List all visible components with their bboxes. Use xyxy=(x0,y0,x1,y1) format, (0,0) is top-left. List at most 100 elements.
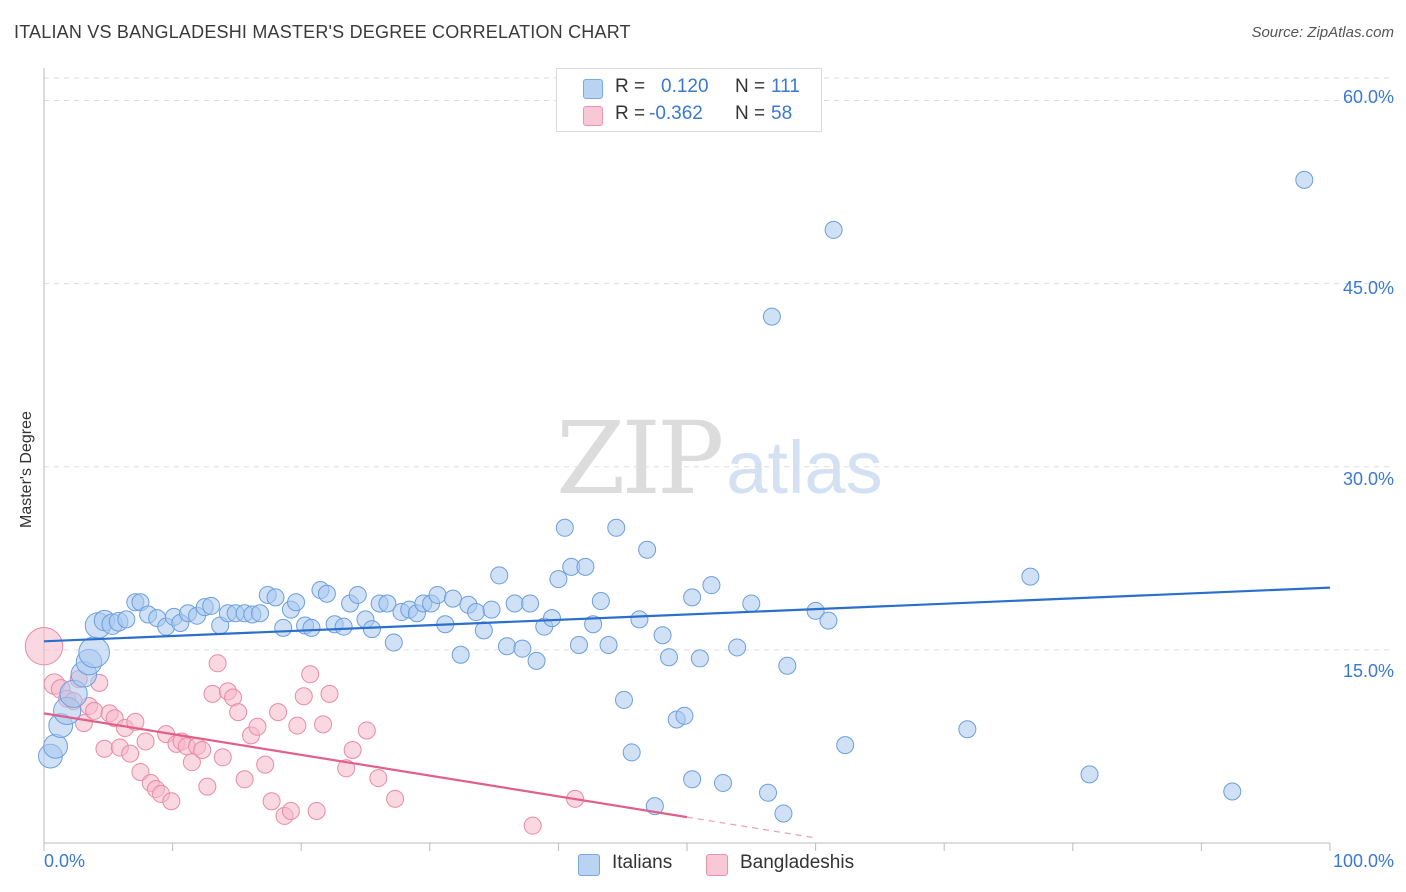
bangladeshis-point xyxy=(386,789,405,808)
italians-point xyxy=(714,773,733,792)
italians-point xyxy=(824,220,843,239)
italians-point xyxy=(117,610,136,629)
bangladeshis-point xyxy=(269,703,288,722)
bangladeshis-point xyxy=(343,740,362,759)
legend-n-value: 111 xyxy=(771,76,800,97)
legend-swatch-bangladeshis xyxy=(583,106,603,126)
italians-point xyxy=(728,638,747,657)
bottom-legend-label-italians: Italians xyxy=(612,852,673,873)
italians-point xyxy=(443,589,462,608)
bangladeshis-point xyxy=(294,687,313,706)
bangladeshis-point xyxy=(162,792,181,811)
italians-point xyxy=(497,637,516,656)
italians-point xyxy=(806,601,825,620)
italians-point xyxy=(202,596,221,615)
y-tick-label-30: 30.0% xyxy=(1342,469,1394,489)
bangladeshis-point xyxy=(337,759,356,778)
bangladeshis-point xyxy=(235,770,254,789)
italians-point xyxy=(287,593,306,612)
italians-point xyxy=(334,617,353,636)
italians-point xyxy=(638,540,657,559)
bangladeshis-point xyxy=(229,703,248,722)
legend-row-bangladeshis: R = -0.362 N = 58 xyxy=(557,101,821,127)
italians-point xyxy=(584,615,603,634)
bottom-legend-swatch-italians xyxy=(578,854,600,876)
italians-point xyxy=(274,618,293,637)
bangladeshis-point xyxy=(193,740,212,759)
italians-point xyxy=(759,783,778,802)
italians-point xyxy=(428,585,447,604)
italians-point xyxy=(549,570,568,589)
italians-point xyxy=(607,518,626,537)
y-tick-label-45: 45.0% xyxy=(1342,278,1394,298)
legend-n-label: N = xyxy=(735,76,766,97)
italians-point xyxy=(266,588,285,607)
italians-point xyxy=(490,566,509,585)
bangladeshis-trend-line xyxy=(43,712,688,819)
italians-point xyxy=(527,651,546,670)
bangladeshis-point xyxy=(126,712,145,731)
bottom-legend-label-bangladeshis: Bangladeshis xyxy=(740,852,855,873)
bottom-legend-swatch-bangladeshis xyxy=(706,854,728,876)
italians-point xyxy=(778,656,797,675)
legend-swatch-italians xyxy=(583,79,603,99)
italians-point xyxy=(774,804,793,823)
italians-point xyxy=(384,633,403,652)
italians-point xyxy=(251,604,270,623)
watermark-atlas: atlas xyxy=(726,426,883,509)
bottom-legend-bangladeshis: Bangladeshis xyxy=(706,851,876,877)
x-tick-label-min: 0.0% xyxy=(44,851,86,871)
italians-point xyxy=(836,736,855,755)
italians-point xyxy=(683,770,702,789)
italians-point xyxy=(675,706,694,725)
bangladeshis-point xyxy=(24,627,64,666)
bangladeshis-point xyxy=(301,665,320,684)
bangladeshis-point xyxy=(262,792,281,811)
italians-point xyxy=(555,518,574,537)
italians-point xyxy=(1295,170,1314,189)
italians-point xyxy=(521,594,540,613)
italians-trend-line xyxy=(43,586,1331,643)
italians-point xyxy=(302,618,321,637)
x-tick-label-max: 100.0% xyxy=(1332,851,1394,871)
italians-point xyxy=(1080,765,1099,784)
italians-point xyxy=(569,635,588,654)
correlation-legend: R = 0.120 N = 111 R = -0.362 N = 58 xyxy=(556,68,822,132)
italians-point xyxy=(317,584,336,603)
y-tick-label-15: 15.0% xyxy=(1342,661,1394,681)
italians-point xyxy=(467,603,486,622)
italians-point xyxy=(690,649,709,668)
bangladeshis-point xyxy=(198,777,217,796)
italians-point xyxy=(599,635,618,654)
bangladeshis-point xyxy=(121,744,140,763)
italians-point xyxy=(378,594,397,613)
watermark-zip: ZIP xyxy=(556,400,724,517)
bangladeshis-point xyxy=(131,762,150,781)
legend-row-italians: R = 0.120 N = 111 xyxy=(557,74,821,100)
italians-point xyxy=(614,690,633,709)
italians-point xyxy=(742,594,761,613)
italians-point xyxy=(576,557,595,576)
italians-point xyxy=(702,576,721,595)
italians-point xyxy=(474,621,493,640)
legend-r-value: 0.120 xyxy=(661,76,709,97)
bangladeshis-point xyxy=(208,654,227,673)
italians-point xyxy=(43,733,68,759)
bangladeshis-point xyxy=(369,769,388,788)
italians-point xyxy=(659,648,678,667)
italians-point xyxy=(622,743,641,762)
italians-point xyxy=(653,626,672,645)
italians-point xyxy=(958,720,977,739)
bangladeshis-point xyxy=(523,816,542,835)
italians-point xyxy=(1021,567,1040,586)
italians-point xyxy=(683,588,702,607)
bangladeshis-point xyxy=(288,716,307,735)
chart-title: ITALIAN VS BANGLADESHI MASTER'S DEGREE C… xyxy=(14,22,631,42)
italians-point xyxy=(591,592,610,611)
bangladeshis-point xyxy=(357,721,376,740)
bangladeshis-point xyxy=(256,755,275,774)
italians-point xyxy=(78,636,110,669)
bottom-legend-italians: Italians xyxy=(578,851,698,877)
bangladeshis-point xyxy=(314,715,333,734)
italians-point xyxy=(542,609,561,628)
